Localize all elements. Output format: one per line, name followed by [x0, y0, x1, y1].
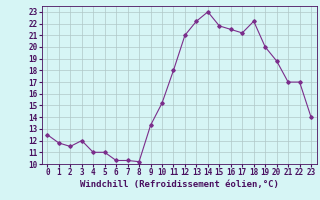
X-axis label: Windchill (Refroidissement éolien,°C): Windchill (Refroidissement éolien,°C)	[80, 180, 279, 189]
